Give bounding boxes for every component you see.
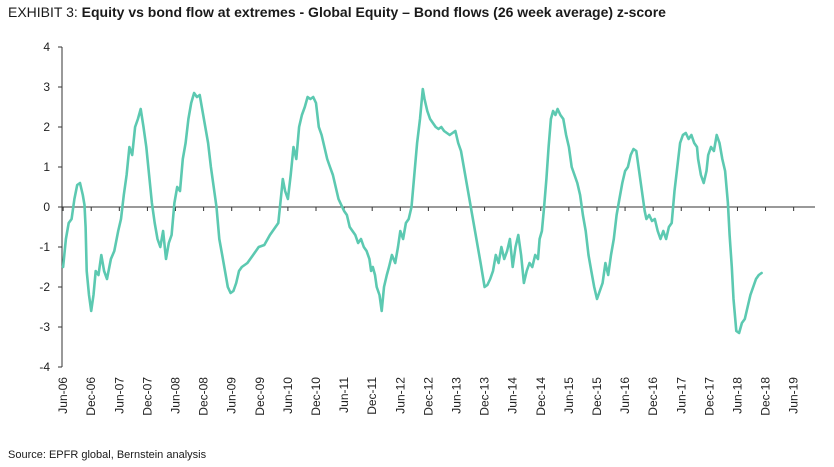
y-axis: 4 3 2 1 0 -1 -2 -3 -4	[39, 40, 63, 374]
x-tick-label: Jun-06	[56, 377, 70, 414]
x-tick-label: Jun-09	[225, 377, 239, 414]
x-tick-label: Dec-10	[309, 377, 323, 416]
chart-title-row: EXHIBIT 3: Equity vs bond flow at extrem…	[8, 4, 666, 20]
x-tick-label: Dec-17	[702, 377, 716, 416]
x-tick-label: Dec-07	[140, 377, 154, 416]
chart-title: Equity vs bond flow at extremes - Global…	[81, 4, 666, 20]
y-tick-label: -2	[39, 280, 50, 294]
x-tick-label: Dec-09	[253, 377, 267, 416]
x-tick-label: Dec-15	[590, 377, 604, 416]
series-line	[61, 87, 763, 335]
y-tick-label: -3	[39, 320, 50, 334]
y-tick-label: 4	[43, 40, 50, 54]
x-tick-label: Jun-15	[562, 377, 576, 414]
y-tick-label: 0	[43, 200, 50, 214]
x-axis: Jun-06 Dec-06 Jun-07 Dec-07 Jun-08 Dec-08 Jun-…	[56, 206, 815, 416]
x-tick-label: Jun-17	[674, 377, 688, 414]
x-tick-label: Dec-14	[534, 377, 548, 416]
x-tick-label: Dec-06	[84, 377, 98, 416]
x-tick-label: Jun-16	[618, 377, 632, 414]
y-tick-label: 1	[43, 160, 50, 174]
x-tick-label: Jun-10	[281, 377, 295, 414]
x-tick-label: Dec-12	[421, 377, 435, 416]
x-tick-label: Dec-11	[365, 377, 379, 415]
x-tick-label: Jun-08	[169, 377, 183, 414]
source-note: Source: EPFR global, Bernstein analysis	[8, 449, 207, 461]
y-tick-label: 2	[43, 120, 50, 134]
y-tick-label: -4	[39, 360, 50, 374]
x-tick-label: Dec-16	[646, 377, 660, 416]
x-tick-label: Jun-19	[787, 377, 801, 414]
x-tick-label: Jun-14	[506, 377, 520, 414]
series-group	[61, 87, 763, 335]
x-tick-label: Jun-12	[393, 377, 407, 414]
exhibit-label: EXHIBIT 3:	[8, 4, 78, 20]
y-tick-label: 3	[43, 80, 50, 94]
x-tick-label: Jun-18	[730, 377, 744, 414]
x-tick-label: Dec-18	[759, 377, 773, 416]
y-tick-label: -1	[39, 240, 50, 254]
x-tick-label: Dec-08	[197, 377, 211, 416]
x-tick-label: Jun-13	[449, 377, 463, 414]
x-tick-label: Jun-11	[337, 377, 351, 413]
x-tick-label: Jun-07	[112, 377, 126, 414]
x-tick-label: Dec-13	[478, 377, 492, 416]
